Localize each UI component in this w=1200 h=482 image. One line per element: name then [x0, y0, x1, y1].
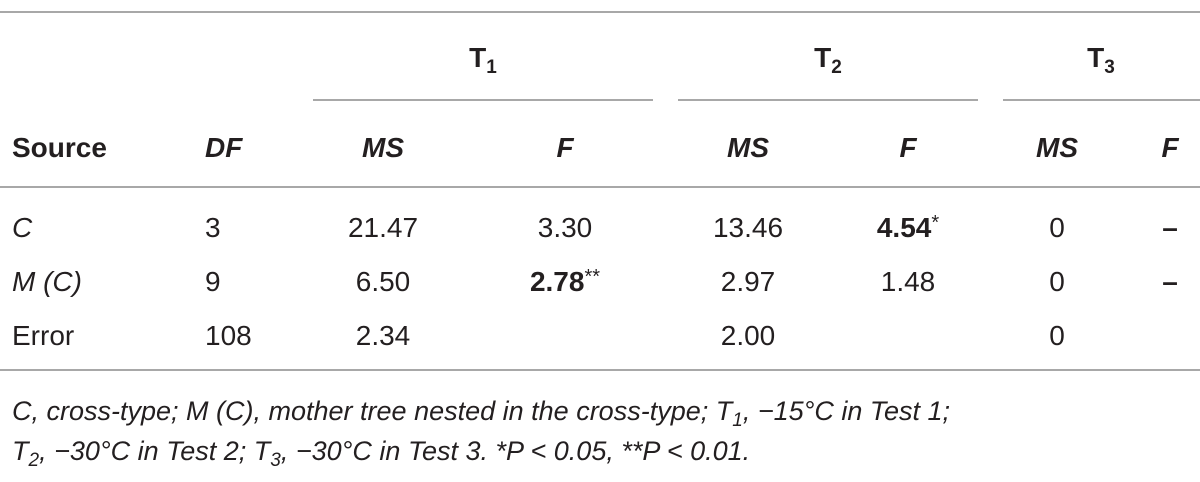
table-cell: 0 [1049, 266, 1065, 297]
header-rule [0, 186, 1200, 188]
table-cell: 0 [1049, 320, 1065, 351]
table-cell: 0 [1049, 212, 1065, 243]
footnote-subscript: 3 [270, 450, 281, 471]
column-header: DF [205, 132, 243, 163]
column-header: F [556, 132, 574, 163]
group-subscript: 2 [831, 57, 842, 78]
group-label: T [469, 42, 487, 73]
table-cell: 2.97 [720, 266, 776, 297]
cell-value: 4.54 [876, 212, 932, 243]
footnote-line: T2, −30°C in Test 2; T3, −30°C in Test 3… [12, 435, 751, 470]
group-header: T2 [678, 42, 978, 77]
footnote-subscript: 1 [732, 410, 743, 431]
cell-note: ** [584, 266, 601, 288]
table-cell: 2.00 [720, 320, 776, 351]
group-rule [678, 99, 978, 101]
group-rule [1003, 99, 1200, 101]
table-cell: 2.78** [415, 266, 715, 298]
group-rule [313, 99, 653, 101]
table-cell: C [12, 212, 33, 243]
table-cell: 4.54* [758, 212, 1058, 244]
footnote-text: , −30°C in Test 3. *P < 0.05, **P < 0.01… [280, 436, 751, 466]
footnote-text: T [12, 436, 29, 466]
table-cell: 6.50 [355, 266, 411, 297]
footnote-text: , −30°C in Test 2; T [39, 436, 271, 466]
table-cell: 9 [205, 266, 221, 297]
footnote-line: C, cross-type; M (C), mother tree nested… [12, 395, 950, 430]
footnote-text: C, cross-type; M (C), mother tree nested… [12, 396, 733, 426]
table-cell: 2.34 [355, 320, 411, 351]
table-cell: 13.46 [712, 212, 784, 243]
group-subscript: 3 [1104, 57, 1115, 78]
column-header: MS [1036, 132, 1078, 163]
column-header: F [1161, 132, 1179, 163]
column-header: Source [12, 132, 107, 163]
group-header: T1 [333, 42, 633, 77]
table-cell: 3 [205, 212, 221, 243]
table-cell: 1.48 [880, 266, 936, 297]
column-header: MS [362, 132, 404, 163]
cell-value: 2.78 [529, 266, 585, 297]
footnote-text: , −15°C in Test 1; [742, 396, 950, 426]
table-cell: – [1162, 212, 1178, 243]
group-label: T [1087, 42, 1105, 73]
column-header: MS [727, 132, 769, 163]
table-cell: – [1162, 266, 1178, 297]
group-subscript: 1 [486, 57, 497, 78]
column-header: F [899, 132, 917, 163]
table-cell: M (C) [12, 266, 82, 297]
table-cell: 21.47 [347, 212, 419, 243]
footnote-subscript: 2 [28, 450, 40, 471]
bottom-rule [0, 369, 1200, 371]
group-header: T3 [951, 42, 1200, 77]
top-rule [0, 11, 1200, 13]
table-cell: 108 [205, 320, 252, 351]
cell-note: * [931, 212, 940, 234]
group-label: T [814, 42, 832, 73]
table-cell: Error [12, 320, 75, 351]
table-cell: 3.30 [537, 212, 593, 243]
